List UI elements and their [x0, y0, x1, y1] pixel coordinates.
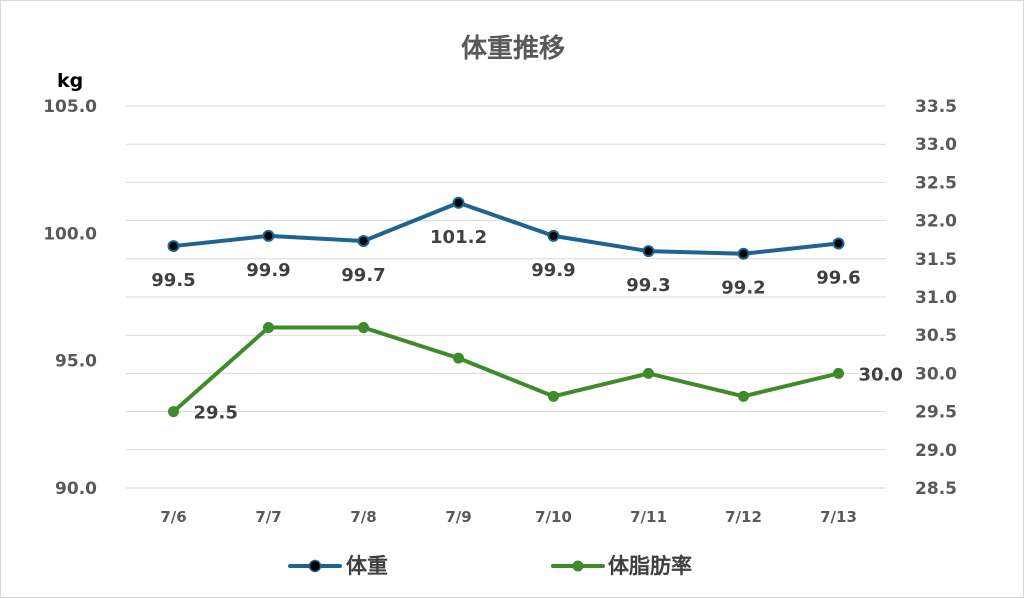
data-labels: 99.5 99.9 99.7 101.2 99.9 99.3 99.2 99.6 29.5 30.…	[151, 227, 903, 424]
y-right-tick-label: 29.0	[915, 441, 957, 461]
weight-data-label: 99.5	[151, 270, 195, 291]
weight-data-label: 99.9	[531, 260, 575, 281]
legend-label-bodyfat: 体脂肪率	[608, 554, 692, 578]
weight-point	[452, 196, 465, 209]
y-right-tick-label: 32.5	[915, 173, 957, 193]
bodyfat-point	[263, 322, 274, 334]
weight-point	[262, 229, 275, 242]
x-tick-label: 7/12	[725, 508, 762, 526]
weight-point	[547, 229, 560, 242]
x-tick-label: 7/10	[535, 508, 572, 526]
bodyfat-point	[833, 367, 844, 379]
y-right-tick-label: 30.0	[915, 364, 957, 384]
x-tick-label: 7/13	[820, 508, 857, 526]
x-tick-label: 7/7	[255, 508, 281, 526]
bodyfat-point	[358, 322, 369, 334]
y-left-unit-label: kg	[57, 70, 83, 92]
weight-data-label: 99.7	[341, 265, 385, 286]
gridlines	[126, 105, 886, 489]
x-tick-label: 7/6	[160, 508, 186, 526]
weight-point	[167, 240, 180, 253]
y-right-tick-label: 32.0	[915, 212, 957, 232]
weight-data-label: 99.6	[816, 268, 860, 289]
x-axis: 7/6 7/7 7/8 7/9 7/10 7/11 7/12 7/13	[160, 508, 857, 526]
weight-point	[642, 245, 655, 258]
weight-point	[737, 247, 750, 260]
chart-title: 体重推移	[461, 34, 565, 64]
legend: 体重 体脂肪率	[288, 554, 692, 578]
x-tick-label: 7/9	[445, 508, 471, 526]
bodyfat-point	[168, 406, 179, 418]
y-left-tick-label: 100.0	[43, 224, 97, 244]
y-right-tick-label: 33.0	[915, 135, 957, 155]
weight-data-label: 99.9	[246, 260, 290, 281]
bodyfat-point	[643, 367, 654, 379]
x-tick-label: 7/11	[630, 508, 667, 526]
y-right-axis: 33.5 33.0 32.5 32.0 31.5 31.0 30.5 30.0 29.5 29.0…	[915, 97, 957, 499]
bodyfat-data-label: 29.5	[194, 403, 238, 424]
bodyfat-point	[453, 352, 464, 364]
bodyfat-point	[548, 390, 559, 402]
y-right-tick-label: 31.5	[915, 250, 957, 270]
bodyfat-data-label: 30.0	[859, 364, 903, 385]
series-line-weight	[173, 200, 839, 256]
y-right-tick-label: 29.5	[915, 403, 957, 423]
y-left-tick-label: 105.0	[43, 97, 97, 117]
weight-point	[832, 237, 845, 250]
y-right-tick-label: 31.0	[915, 288, 957, 308]
weight-data-label: 99.2	[721, 278, 765, 299]
y-left-tick-label: 90.0	[55, 479, 97, 499]
legend-item-bodyfat: 体脂肪率	[551, 554, 692, 578]
y-left-axis: 105.0 100.0 95.0 90.0	[43, 97, 97, 499]
legend-label-weight: 体重	[346, 554, 388, 578]
x-tick-label: 7/8	[350, 508, 376, 526]
weight-point	[357, 234, 370, 247]
legend-item-weight: 体重	[288, 554, 388, 578]
y-right-tick-label: 28.5	[915, 479, 957, 499]
bodyfat-point	[738, 390, 749, 402]
y-right-tick-label: 33.5	[915, 97, 957, 117]
y-right-tick-label: 30.5	[915, 326, 957, 346]
weight-data-label: 99.3	[626, 275, 670, 296]
series-line-bodyfat	[172, 325, 839, 414]
weight-data-label: 101.2	[430, 227, 487, 248]
series-layer	[167, 196, 845, 418]
y-left-tick-label: 95.0	[55, 352, 97, 372]
